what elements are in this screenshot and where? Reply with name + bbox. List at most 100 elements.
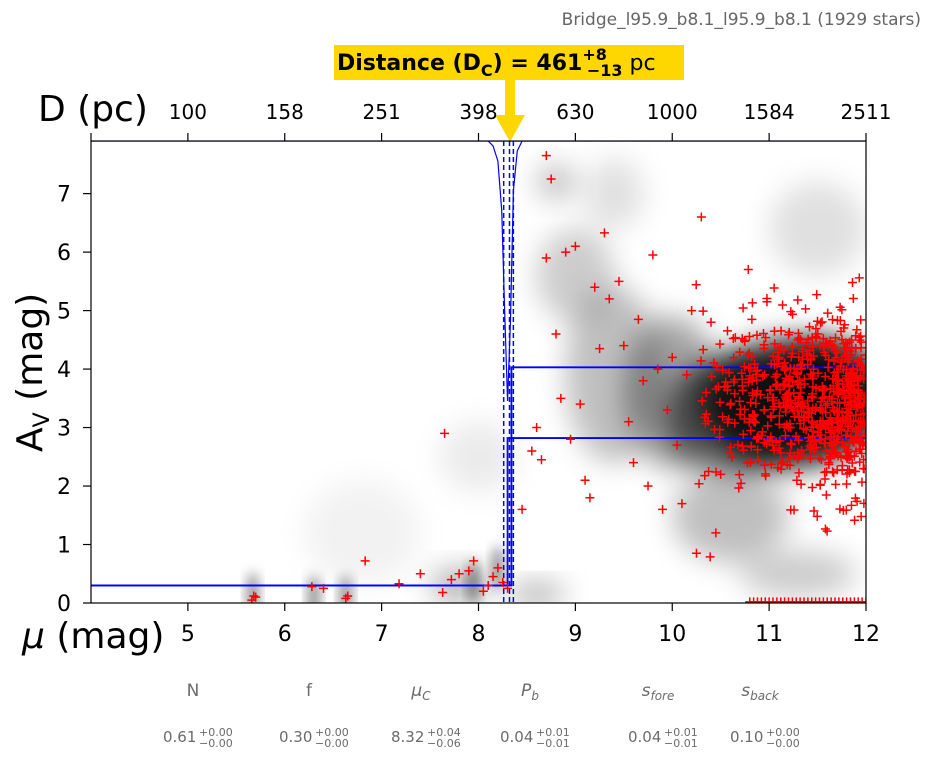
star-marker: [662, 405, 672, 415]
parameter-value: 0.10: [730, 728, 763, 746]
banner-inf: −13: [587, 61, 623, 80]
star-marker: [839, 385, 849, 395]
star-marker: [743, 377, 753, 387]
star-marker: [757, 427, 767, 437]
star-marker: [774, 443, 784, 453]
star-marker: [541, 151, 551, 161]
y-axis-label-sub: V: [30, 412, 55, 427]
star-marker: [788, 309, 798, 319]
star-marker: [787, 439, 797, 449]
star-marker: [842, 373, 852, 383]
star-marker: [819, 392, 829, 402]
top-tick-label: 1584: [744, 100, 795, 124]
star-marker: [840, 351, 850, 361]
parameter-value: 0.04: [500, 728, 533, 746]
star-marker: [748, 411, 758, 421]
star-marker: [541, 253, 551, 263]
star-marker: [710, 424, 720, 434]
distance-arrow: [495, 80, 525, 142]
star-marker: [700, 471, 710, 481]
star-marker: [841, 430, 851, 440]
top-tick-label: 630: [556, 100, 594, 124]
banner-prefix: Distance (D: [337, 51, 481, 76]
star-marker: [808, 374, 818, 384]
star-marker: [830, 438, 840, 448]
star-marker: [804, 322, 814, 332]
star-marker: [738, 303, 748, 313]
parameter-minus-error: −0.01: [664, 737, 698, 750]
star-marker: [415, 569, 425, 579]
star-marker: [793, 328, 803, 338]
star-marker: [469, 556, 479, 566]
density-blob: [672, 468, 789, 563]
star-marker: [743, 265, 753, 275]
star-marker: [807, 483, 817, 493]
star-marker: [734, 483, 744, 493]
star-marker: [744, 348, 754, 358]
star-marker: [440, 428, 450, 438]
star-marker: [696, 212, 706, 222]
star-marker: [706, 317, 716, 327]
star-marker: [778, 457, 788, 467]
star-marker: [776, 448, 786, 458]
star-marker: [753, 365, 763, 375]
star-marker: [794, 468, 804, 478]
star-marker: [811, 383, 821, 393]
star-marker: [730, 389, 740, 399]
star-marker: [849, 374, 859, 384]
star-marker: [251, 592, 261, 602]
star-marker: [774, 419, 784, 429]
top-tick-label: 158: [266, 100, 304, 124]
star-marker: [759, 343, 769, 353]
star-marker: [766, 412, 776, 422]
star-marker: [820, 474, 830, 484]
x-axis-label: μ (mag): [21, 616, 164, 657]
star-marker: [750, 359, 760, 369]
y-tick-label: 0: [57, 592, 71, 617]
star-marker: [725, 448, 735, 458]
star-marker: [843, 426, 853, 436]
parameter-subscript: b: [531, 689, 539, 703]
star-marker: [787, 342, 797, 352]
x-tick-label: 12: [852, 622, 880, 647]
star-marker: [739, 362, 749, 372]
star-marker: [746, 426, 756, 436]
star-marker: [828, 403, 838, 413]
star-marker: [575, 399, 585, 409]
star-marker: [736, 478, 746, 488]
star-marker: [749, 417, 759, 427]
star-marker: [498, 578, 508, 588]
parameter-value: 0.04: [628, 728, 661, 746]
star-marker: [824, 460, 834, 470]
top-tick-label: 1000: [647, 100, 698, 124]
x-axis-label-unit: (mag): [45, 616, 165, 657]
star-marker: [786, 438, 796, 448]
star-marker: [718, 365, 728, 375]
star-marker: [803, 396, 813, 406]
star-marker: [825, 413, 835, 423]
star-marker: [858, 374, 866, 384]
star-marker: [846, 500, 856, 510]
star-marker: [851, 446, 861, 456]
star-marker: [850, 515, 860, 525]
star-marker: [590, 282, 600, 292]
parameter-subscript: fore: [650, 689, 674, 703]
star-marker: [833, 367, 843, 377]
parameter-1: f 0.30 +0.00−0.00: [279, 681, 349, 750]
banner-sub: C: [481, 61, 493, 80]
star-marker: [775, 385, 785, 395]
density-streak: [246, 572, 259, 603]
star-marker: [517, 504, 527, 514]
y-tick-label: 4: [57, 358, 71, 383]
star-marker: [780, 358, 790, 368]
star-marker: [536, 455, 546, 465]
star-marker: [734, 470, 744, 480]
distance-posterior: [487, 141, 523, 402]
parameter-plus-error: +0.00: [315, 726, 349, 739]
parameter-2: μC 8.32 +0.04−0.06: [391, 681, 461, 750]
parameter-value: 0.61: [163, 728, 196, 746]
star-marker: [803, 360, 813, 370]
star-marker: [730, 418, 740, 428]
